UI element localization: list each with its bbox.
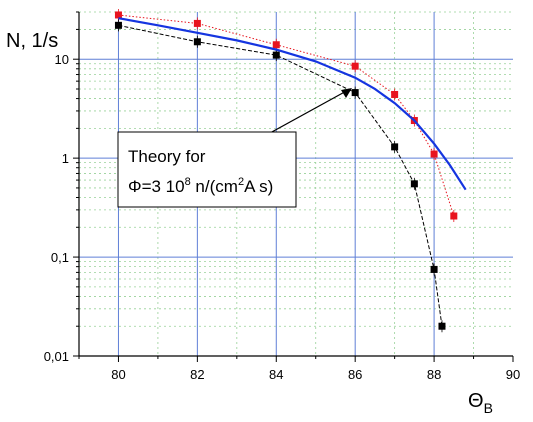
- annotation-exp-1: 8: [185, 176, 191, 188]
- annotation-line-2-prefix: Φ=3 10: [128, 177, 185, 196]
- data-point: [193, 38, 201, 46]
- axes: [73, 11, 514, 362]
- annotation-exp-2: 2: [238, 176, 244, 188]
- data-point: [351, 89, 359, 97]
- data-point: [391, 143, 399, 151]
- annotation-arrow-head: [341, 88, 352, 98]
- x-tick-label: 84: [269, 367, 283, 382]
- y-axis-title: N, 1/s: [6, 30, 58, 52]
- annotation-line-2: Φ=3 108 n/(cm2A s): [128, 176, 273, 196]
- y-tick-label: 0,1: [51, 250, 69, 265]
- data-point: [114, 11, 122, 19]
- series-line-1: [118, 24, 443, 327]
- annotation-arrow-line: [269, 88, 351, 134]
- data-point: [114, 21, 122, 29]
- x-axis-title-main: Θ: [468, 390, 484, 412]
- annotation-box: [117, 131, 297, 208]
- x-axis-title: ΘB: [468, 390, 493, 416]
- data-point: [410, 180, 418, 188]
- x-tick-label: 82: [190, 367, 204, 382]
- series-line-0: [118, 14, 455, 217]
- annotation-line-1: Theory for: [128, 147, 206, 166]
- y-tick-label: 10: [55, 52, 69, 67]
- annotation-line-2-mid: n/(cm: [191, 177, 238, 196]
- series-layer: [114, 8, 467, 333]
- x-tick-label: 88: [427, 367, 441, 382]
- data-point: [430, 150, 438, 158]
- annotation-line-2-suffix: A s): [244, 177, 273, 196]
- series-line-2: [118, 17, 467, 191]
- data-point: [391, 90, 399, 98]
- y-tick-label: 0,01: [44, 349, 69, 364]
- data-point: [351, 62, 359, 70]
- data-point: [450, 212, 458, 220]
- x-axis-title-sub: B: [484, 400, 493, 416]
- x-tick-label: 86: [348, 367, 362, 382]
- data-point: [430, 265, 438, 273]
- x-tick-label: 90: [506, 367, 520, 382]
- annotation: Theory for Φ=3 108 n/(cm2A s): [117, 88, 352, 208]
- data-point: [272, 51, 280, 59]
- x-tick-label: 80: [111, 367, 125, 382]
- data-point: [193, 19, 201, 27]
- y-tick-label: 1: [62, 151, 69, 166]
- data-point: [438, 322, 446, 330]
- data-point: [272, 41, 280, 49]
